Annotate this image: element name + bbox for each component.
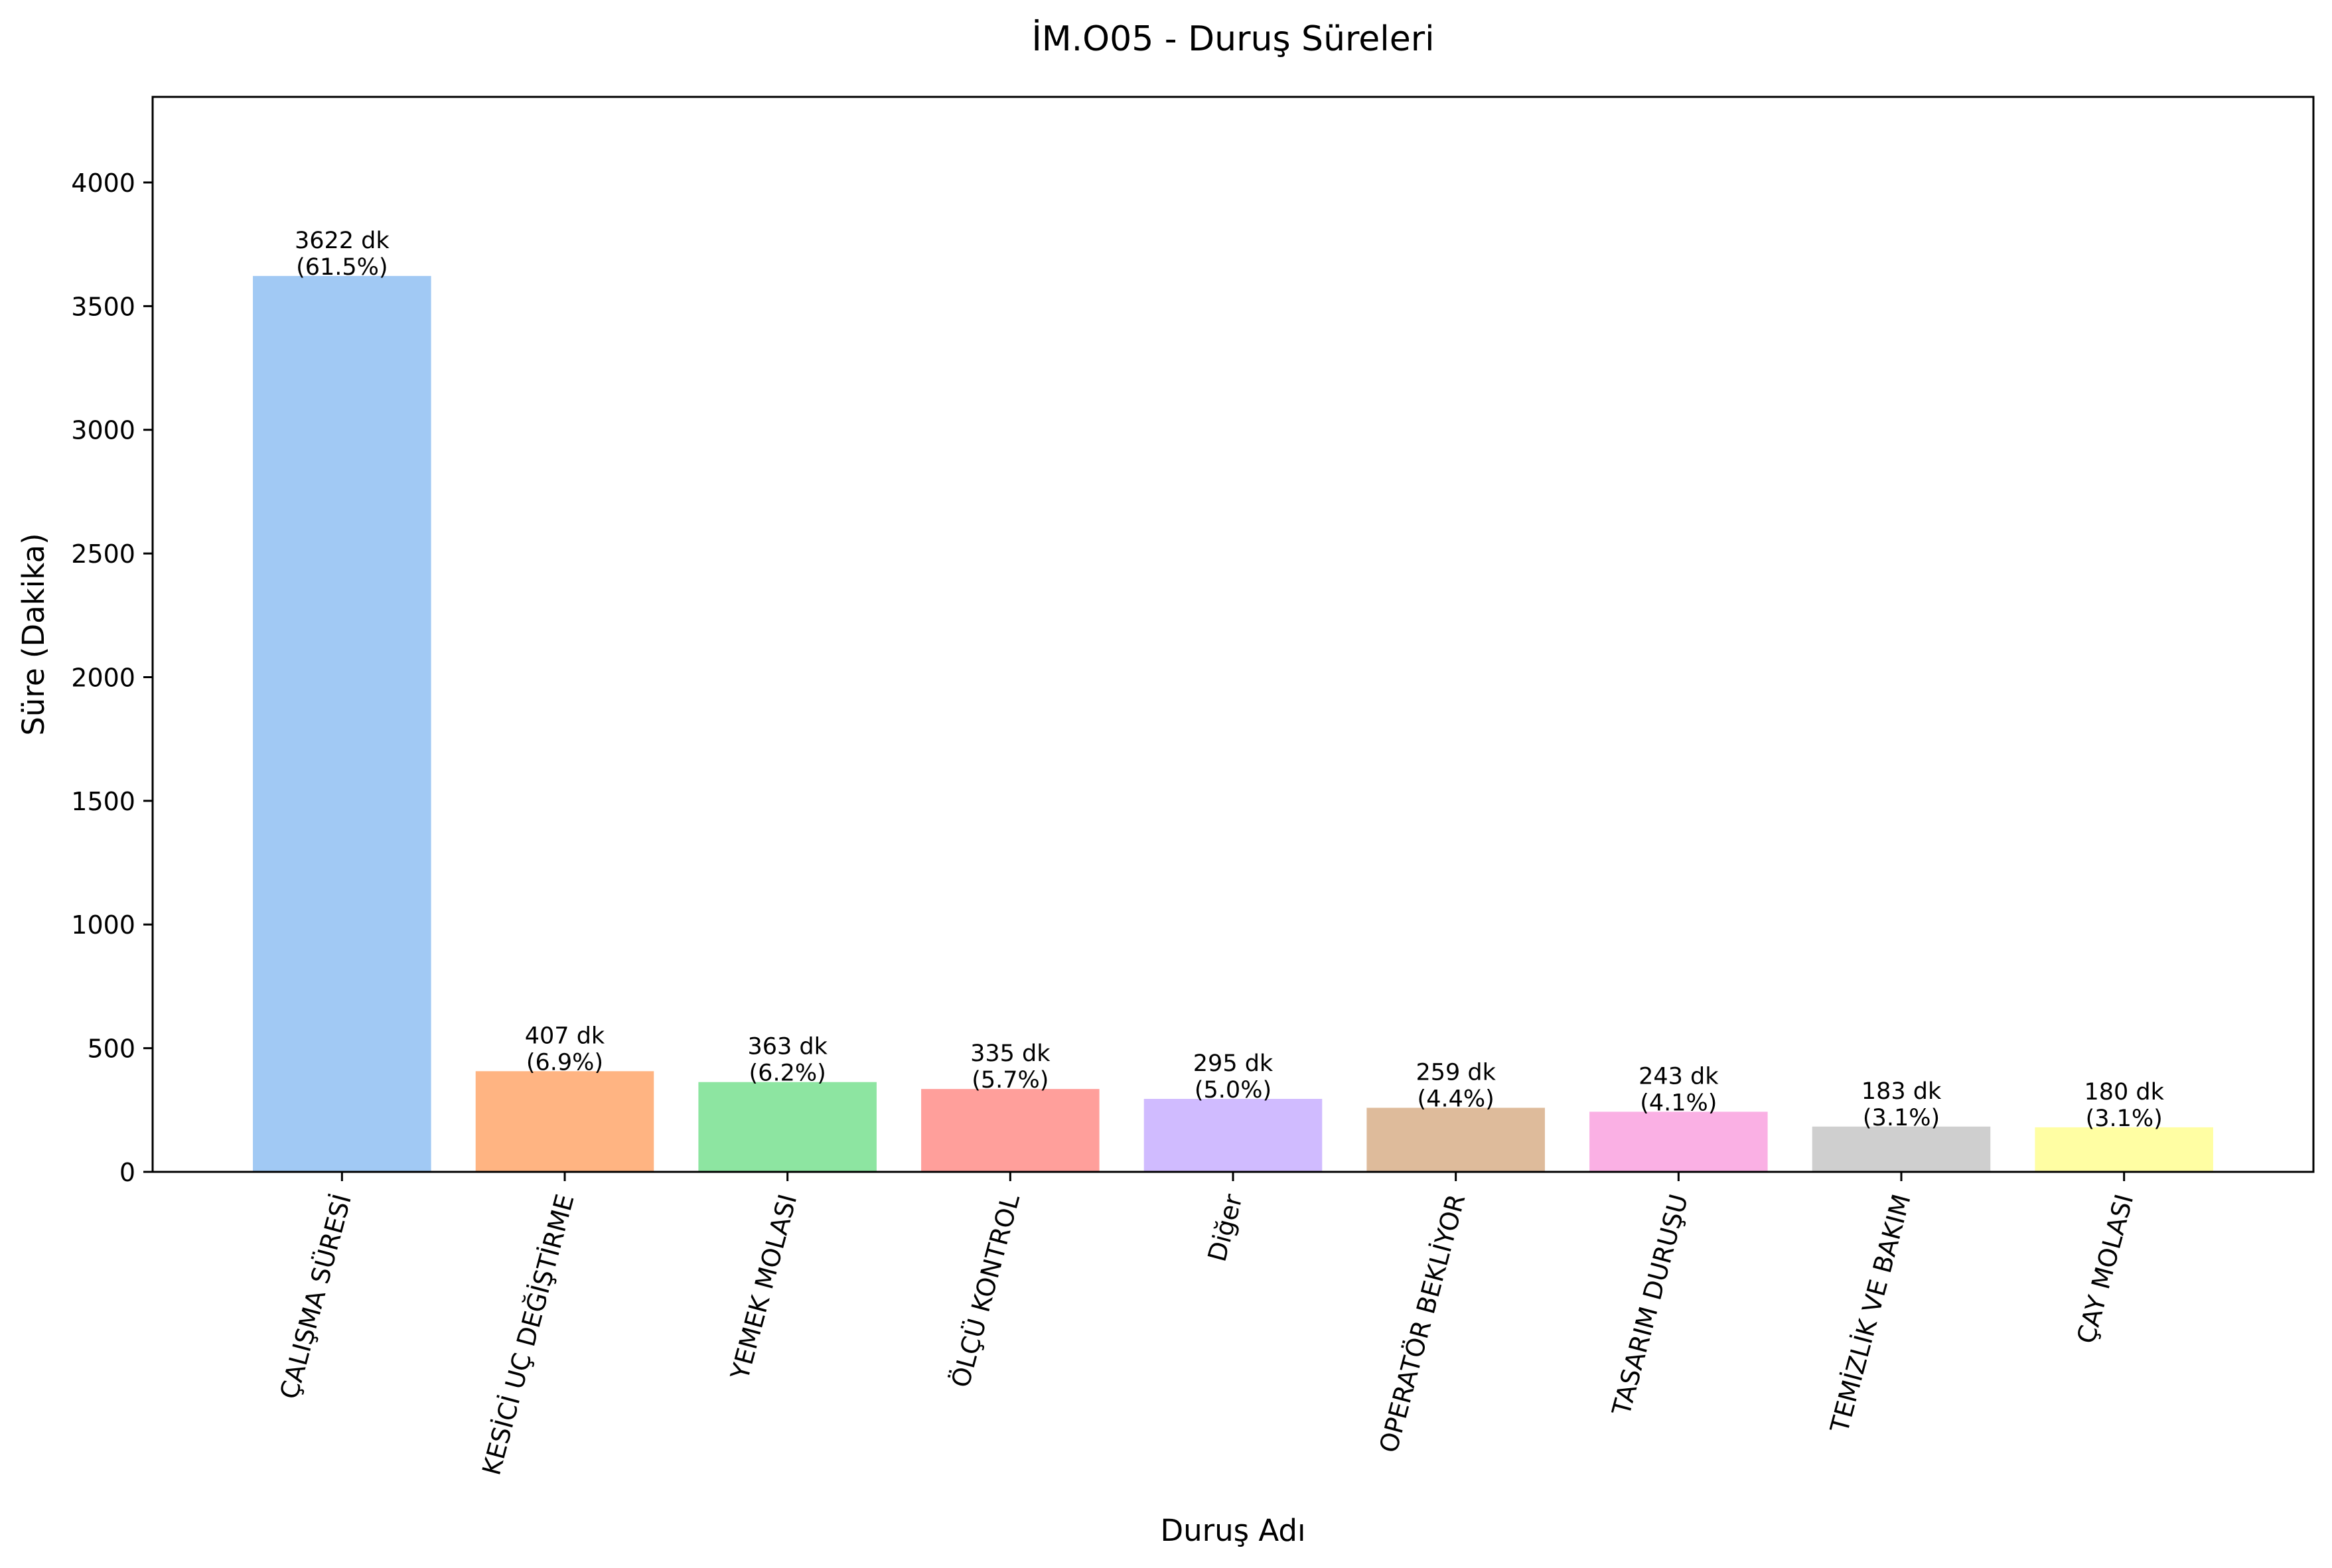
y-axis: 0 500 1000 1500 2000 2500 3000 3500 4000 <box>71 169 153 1187</box>
y-tick-label: 3500 <box>71 292 135 321</box>
x-tick-label: KESİCİ UÇ DEĞİŞTİRME <box>476 1191 579 1478</box>
chart-title: İM.O05 - Duruş Süreleri <box>1031 19 1434 59</box>
bar-value-label: 243 dk <box>1639 1063 1719 1090</box>
y-tick-label: 2000 <box>71 663 135 692</box>
bar-percent-label: (61.5%) <box>296 254 388 281</box>
bar <box>1143 1099 1323 1172</box>
x-axis: ÇALIŞMA SÜRESİ KESİCİ UÇ DEĞİŞTİRME YEMEK … <box>274 1172 2139 1478</box>
x-tick-label: ÖLÇÜ KONTROL <box>946 1191 1025 1391</box>
y-tick-label: 3000 <box>71 416 135 445</box>
y-tick-label: 4000 <box>71 169 135 198</box>
x-axis-label: Duruş Adı <box>1160 1513 1305 1548</box>
bar <box>698 1082 877 1172</box>
bar-percent-label: (6.2%) <box>749 1060 826 1087</box>
bar-value-label: 183 dk <box>1861 1078 1942 1105</box>
data-labels: 3622 dk(61.5%) 407 dk(6.9%) 363 dk(6.2%) 33… <box>295 228 2165 1132</box>
bar-percent-label: (5.0%) <box>1195 1077 1272 1104</box>
bars-group <box>253 275 2213 1173</box>
bar <box>921 1089 1100 1172</box>
x-tick-label: TASARIM DURUŞU <box>1607 1191 1694 1419</box>
bar-value-label: 259 dk <box>1416 1059 1496 1086</box>
y-axis-label: Süre (Dakika) <box>16 533 51 735</box>
y-tick-label: 0 <box>119 1158 135 1187</box>
bar-percent-label: (4.1%) <box>1640 1090 1717 1116</box>
y-tick-label: 1000 <box>71 910 135 940</box>
x-tick-label: TEMİZLİK VE BAKIM <box>1824 1191 1916 1436</box>
x-tick-label: Diğer <box>1202 1191 1248 1265</box>
y-tick-label: 500 <box>87 1034 135 1064</box>
y-tick-label: 2500 <box>71 539 135 569</box>
bar <box>475 1071 654 1172</box>
bar-percent-label: (3.1%) <box>1863 1105 1940 1131</box>
y-tick-label: 1500 <box>71 787 135 816</box>
bar <box>1589 1111 1768 1172</box>
bar-value-label: 295 dk <box>1193 1050 1274 1077</box>
bar-value-label: 363 dk <box>747 1034 828 1060</box>
bar-value-label: 335 dk <box>970 1040 1051 1067</box>
x-tick-label: ÇALIŞMA SÜRESİ <box>274 1191 357 1402</box>
bar-percent-label: (4.4%) <box>1418 1086 1494 1112</box>
bar-value-label: 180 dk <box>2084 1079 2164 1105</box>
bar-value-label: 407 dk <box>525 1023 605 1049</box>
bar-percent-label: (6.9%) <box>526 1049 603 1076</box>
bar-percent-label: (3.1%) <box>2086 1105 2163 1132</box>
x-tick-label: ÇAY MOLASI <box>2071 1191 2139 1346</box>
bar-value-label: 3622 dk <box>295 228 390 254</box>
bar-percent-label: (5.7%) <box>972 1067 1049 1094</box>
bar <box>1812 1126 1991 1172</box>
plot-frame <box>151 96 2315 1173</box>
bar <box>253 275 431 1173</box>
x-tick-label: OPERATÖR BEKLİYOR <box>1374 1191 1471 1456</box>
bar <box>1366 1107 1545 1172</box>
bar <box>2035 1127 2213 1172</box>
x-tick-label: YEMEK MOLASI <box>725 1191 802 1384</box>
